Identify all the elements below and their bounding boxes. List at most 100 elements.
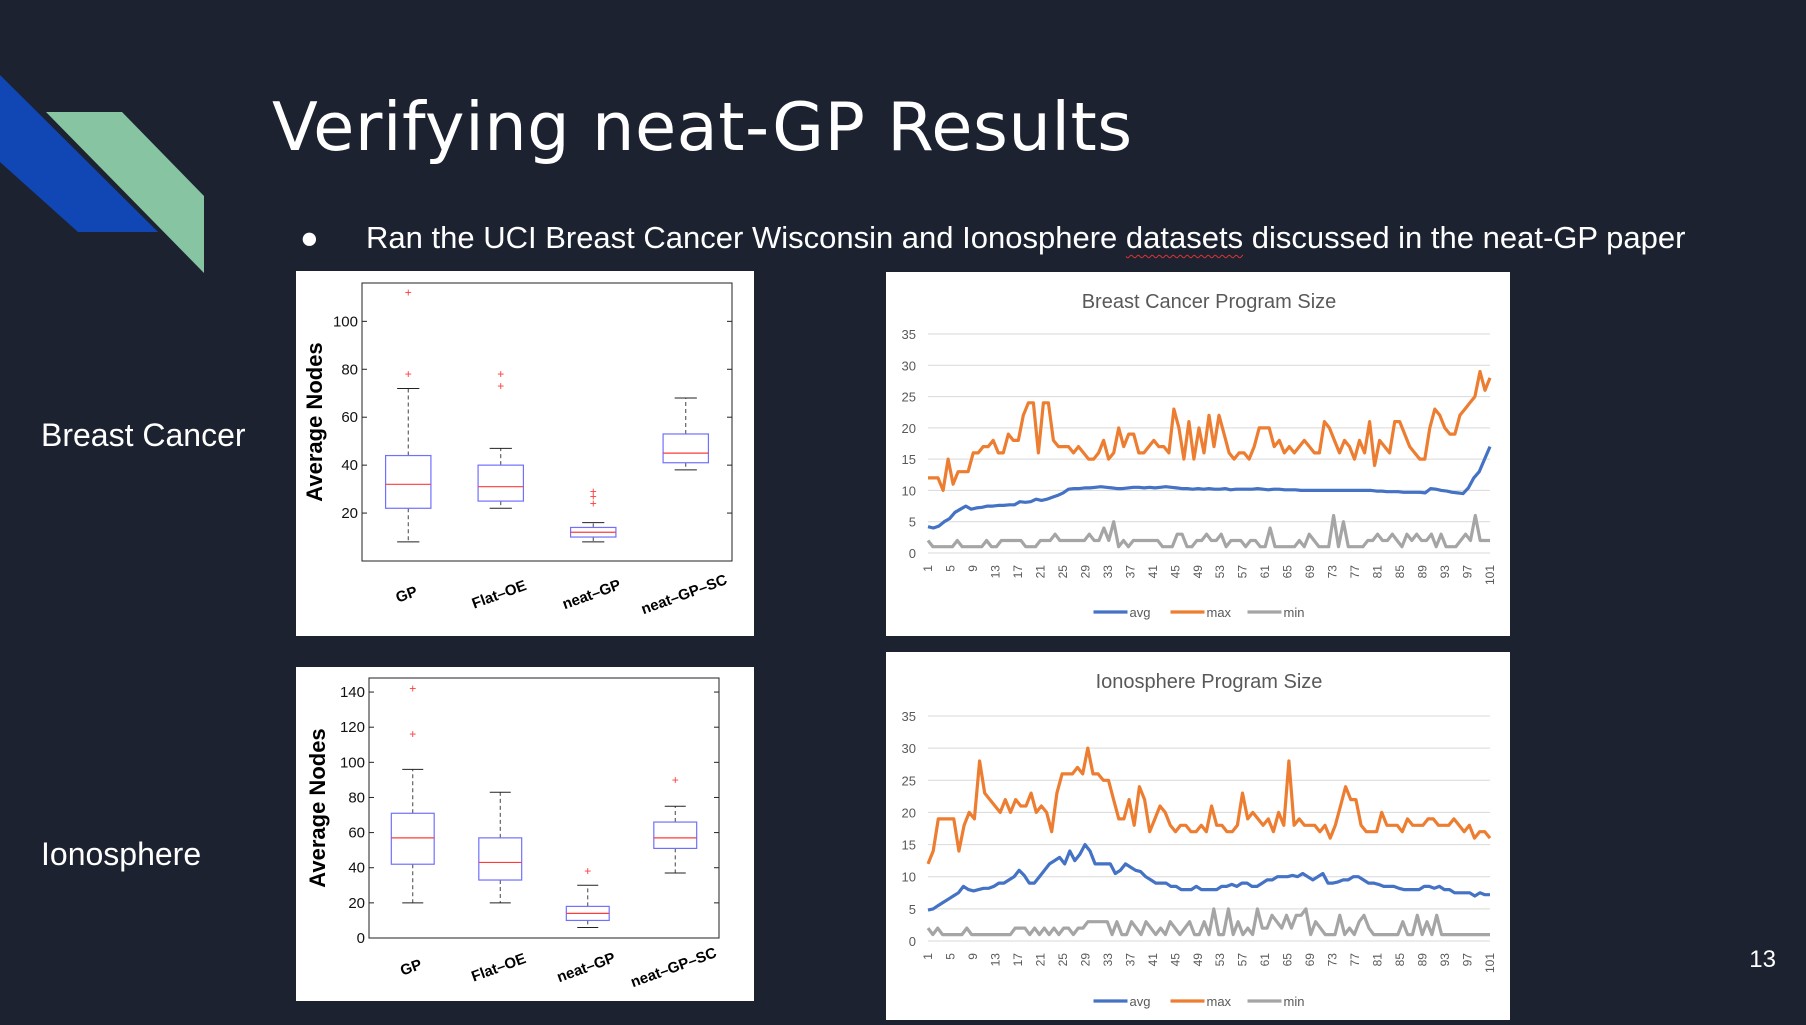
y-tick-label: 30 — [902, 741, 916, 756]
row-label-breast-cancer: Breast Cancer — [41, 417, 246, 453]
x-tick-label: 17 — [1011, 953, 1025, 967]
y-tick-label: 10 — [902, 483, 916, 498]
page-title: Verifying neat-GP Results — [272, 88, 1133, 166]
x-tick-label: 77 — [1348, 953, 1362, 967]
box-plot-panel-ionosphere: 0 20 40 60 80 100 120 140 Average Nodes + + GP Flat–… — [296, 667, 754, 1001]
x-tick-label: 41 — [1146, 953, 1160, 967]
outlier-point: + — [584, 864, 591, 878]
x-tick-label: 1 — [921, 565, 935, 572]
x-tick-label: 45 — [1168, 953, 1182, 967]
x-tick-label: 13 — [988, 565, 1002, 579]
y-tick-label: 40 — [348, 860, 365, 877]
chart-title: Ionosphere Program Size — [1096, 671, 1323, 693]
y-tick-label: 80 — [348, 789, 365, 806]
y-tick-label: 100 — [340, 754, 365, 771]
box-plot-panel-breast-cancer: 20 40 60 80 100 Average Nodes + + GP + + Flat–OE + + +… — [296, 271, 754, 636]
box-iqr — [477, 464, 525, 502]
x-tick-label: 81 — [1371, 953, 1385, 967]
legend-label-min: min — [1284, 994, 1305, 1009]
x-tick-label: 49 — [1191, 953, 1205, 967]
x-tick-label: 69 — [1303, 953, 1317, 967]
y-tick-label: 40 — [341, 457, 358, 474]
x-tick-label: 49 — [1191, 565, 1205, 579]
outlier-point: + — [590, 489, 597, 503]
x-tick-label: 29 — [1078, 565, 1092, 579]
x-tick-label: 25 — [1056, 953, 1070, 967]
line-chart-breast-cancer: Breast Cancer Program Size05101520253035… — [902, 291, 1497, 620]
chart-title: Breast Cancer Program Size — [1082, 291, 1337, 313]
y-axis-label: Average Nodes — [305, 728, 330, 887]
bullet-text: ● Ran the UCI Breast Cancer Wisconsin and… — [300, 220, 1685, 256]
category-label: neat–GP–SC — [628, 944, 719, 991]
x-tick-label: 77 — [1348, 565, 1362, 579]
line-chart-panel-breast-cancer: Breast Cancer Program Size 0 5 10 15 20 25 30 35… — [886, 272, 1510, 636]
y-tick-label: 30 — [902, 358, 916, 373]
y-tick-label: 100 — [333, 313, 358, 330]
y-tick-label: 80 — [341, 361, 358, 378]
row-label-ionosphere: Ionosphere — [41, 836, 202, 872]
outlier-point: + — [672, 773, 679, 787]
box-iqr — [478, 837, 523, 881]
x-tick-label: 25 — [1056, 565, 1070, 579]
x-tick-label: 97 — [1461, 565, 1475, 579]
x-tick-label: 9 — [966, 565, 980, 572]
x-tick-label: 5 — [943, 953, 957, 960]
x-tick-label: 53 — [1213, 953, 1227, 967]
x-tick-label: 97 — [1461, 953, 1475, 967]
x-tick-label: 85 — [1393, 565, 1407, 579]
x-tick-label: 93 — [1438, 953, 1452, 967]
deco-green-stripe — [46, 112, 204, 273]
y-tick-label: 35 — [902, 327, 916, 342]
series-line-avg — [927, 843, 1490, 912]
y-tick-label: 140 — [340, 684, 365, 701]
x-tick-label: 33 — [1101, 565, 1115, 579]
y-tick-label: 20 — [902, 805, 916, 820]
outlier-point: + — [405, 367, 412, 381]
y-tick-label: 0 — [909, 546, 916, 561]
legend-label-avg: avg — [1130, 994, 1151, 1009]
x-tick-label: 89 — [1416, 953, 1430, 967]
y-tick-label: 60 — [341, 409, 358, 426]
x-tick-label: 73 — [1326, 565, 1340, 579]
x-tick-label: 17 — [1011, 565, 1025, 579]
x-tick-label: 33 — [1101, 953, 1115, 967]
y-tick-label: 5 — [909, 515, 916, 530]
x-tick-label: 13 — [988, 953, 1002, 967]
category-label: neat–GP — [555, 949, 618, 986]
x-tick-label: 37 — [1123, 953, 1137, 967]
y-tick-label: 0 — [909, 934, 916, 949]
x-tick-label: 45 — [1168, 565, 1182, 579]
outlier-point: + — [405, 286, 412, 300]
x-tick-label: 93 — [1438, 565, 1452, 579]
bullet-prefix: Ran the UCI Breast Cancer Wisconsin and … — [366, 220, 1126, 255]
x-tick-label: 73 — [1326, 953, 1340, 967]
x-tick-label: 37 — [1123, 565, 1137, 579]
y-tick-label: 15 — [902, 838, 916, 853]
page-number: 13 — [1749, 946, 1776, 973]
x-tick-label: 41 — [1146, 565, 1160, 579]
y-tick-label: 120 — [340, 719, 365, 736]
y-tick-label: 20 — [348, 895, 365, 912]
category-label: Flat–OE — [470, 577, 529, 612]
y-tick-label: 5 — [909, 902, 916, 917]
x-tick-label: 65 — [1281, 953, 1295, 967]
x-tick-label: 29 — [1078, 953, 1092, 967]
x-tick-label: 57 — [1236, 565, 1250, 579]
outlier-point: + — [590, 496, 597, 510]
x-tick-label: 5 — [943, 565, 957, 572]
x-tick-label: 61 — [1258, 953, 1272, 967]
legend-label-max: max — [1207, 994, 1232, 1009]
bullet-dot: ● — [300, 220, 319, 255]
y-tick-label: 20 — [902, 421, 916, 436]
category-label: Flat–OE — [469, 950, 528, 985]
x-tick-label: 85 — [1393, 953, 1407, 967]
box-plot-ionosphere: 0 20 40 60 80 100 120 140 Average Nodes + + GP Flat–… — [305, 677, 720, 991]
series-line-min — [926, 907, 1490, 937]
legend-label-avg: avg — [1130, 605, 1151, 620]
bullet-underlined-word: datasets — [1125, 220, 1244, 255]
x-tick-label: 89 — [1416, 565, 1430, 579]
y-tick-label: 10 — [902, 870, 916, 885]
x-tick-label: 61 — [1258, 565, 1272, 579]
